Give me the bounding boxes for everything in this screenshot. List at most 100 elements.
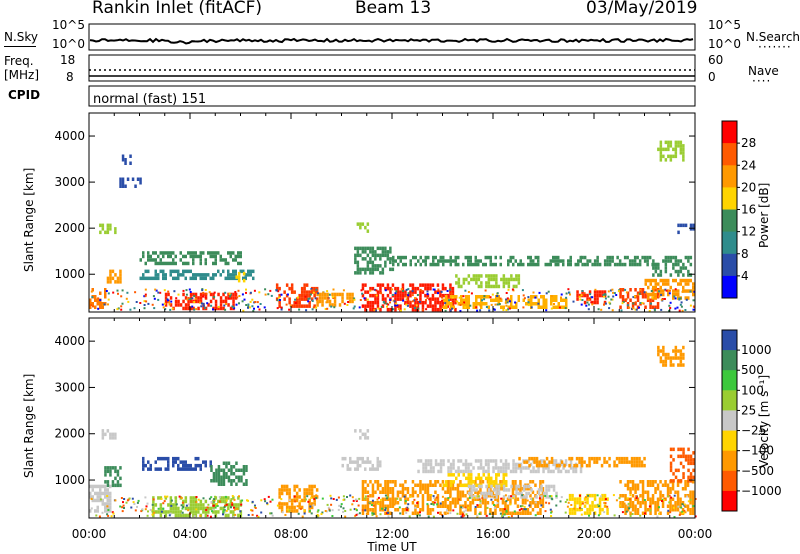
cell [669,154,673,159]
cell [412,299,415,302]
cell [534,483,537,487]
cell [366,264,370,268]
cell [504,511,507,515]
cell [159,258,162,262]
cell [593,293,597,298]
cell [640,463,644,468]
cell [464,462,468,467]
cell [422,462,425,467]
cell [634,487,637,491]
cell [384,286,387,291]
cell [147,258,150,262]
cell [269,289,272,292]
cell [299,507,302,510]
cell [384,507,387,510]
cell [484,255,487,260]
cell [583,293,587,298]
cell [124,158,127,162]
cell [333,306,336,309]
cell [406,487,410,491]
cell [369,271,372,275]
cell [446,497,450,501]
cell [661,500,663,502]
cell [164,496,168,500]
cell [544,495,547,497]
cell [182,289,185,292]
freq-tick-bottom: 8 [66,70,74,84]
cell [421,504,425,508]
cell [482,262,485,267]
cell [586,497,589,501]
cell [386,283,390,287]
cell [237,278,241,283]
cell [557,259,560,263]
cell [402,290,405,292]
cell [267,495,270,498]
cell [659,285,662,290]
cell [237,496,240,500]
cell [534,255,537,260]
cell [91,302,94,306]
nsky-strip-frame [88,23,696,51]
cell [157,510,160,514]
cell [525,491,528,496]
cell [662,278,665,283]
cell [396,290,400,294]
cell [481,497,484,500]
cell [475,274,478,278]
cell [101,302,104,306]
cell [403,495,406,498]
cell [145,300,148,303]
cell [104,230,107,235]
cell [175,503,178,506]
cell [672,506,675,509]
cell [451,483,455,487]
cell [171,307,174,310]
cell [104,491,107,496]
cell [154,276,157,281]
cell [458,498,461,501]
cell [245,468,248,472]
cell [399,259,402,263]
cell [635,460,639,464]
cell [315,288,318,291]
cell [119,483,122,488]
cell [426,503,429,506]
cell [507,277,511,282]
cell [290,286,294,291]
cell [187,297,190,299]
cell [169,296,173,300]
cell [554,255,557,260]
cell [635,456,639,461]
cell [285,509,289,513]
cell [531,490,535,494]
cell [550,495,553,498]
cell [393,503,396,506]
cell [587,494,590,497]
cell [229,510,233,514]
cell [389,504,392,508]
cell [442,262,445,267]
cell [527,484,531,489]
cell [646,480,650,484]
cell [444,259,447,263]
cell [639,504,642,508]
cell [467,484,471,489]
colorbar-tick-label: 16 [741,203,756,217]
cell [374,480,377,484]
cell [601,493,604,498]
cell [461,511,465,515]
cell [184,506,188,511]
cell [95,509,97,512]
cell [247,306,249,309]
cell [573,500,577,505]
cell [329,494,332,497]
freq-label-1: Freq. [4,54,34,68]
cell [552,469,555,474]
cell [651,305,655,309]
cell [386,305,388,308]
cell [591,493,594,498]
cell [687,255,690,260]
cell [217,499,220,504]
cell [588,460,591,464]
